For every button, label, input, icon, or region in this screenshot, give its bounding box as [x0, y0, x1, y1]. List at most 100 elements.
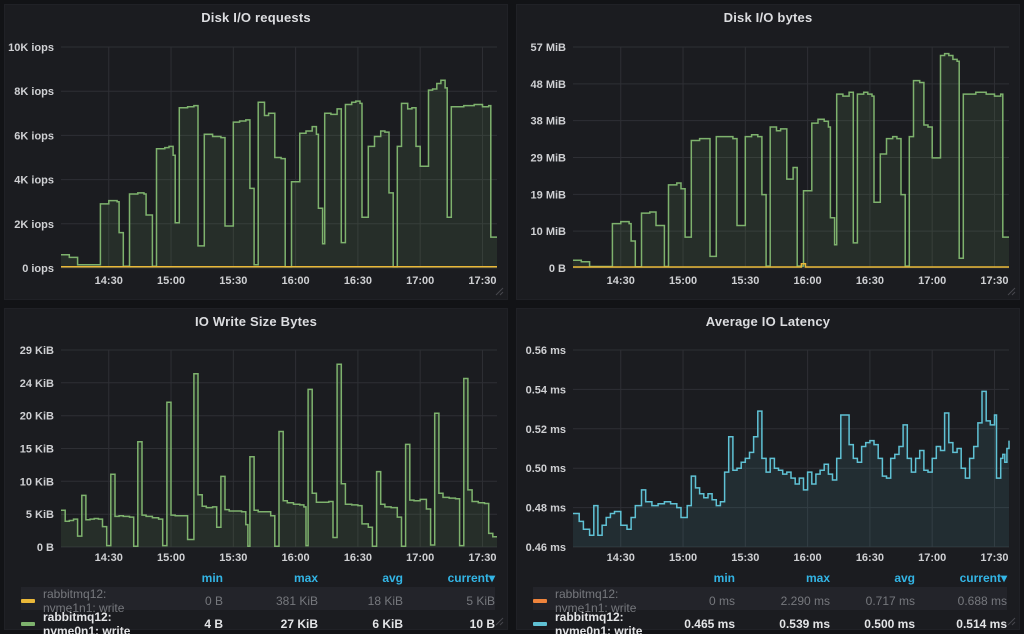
legend-sort-column-max[interactable]: max — [293, 571, 318, 585]
x-axis-tick-label: 16:30 — [344, 552, 372, 564]
legend-series-toggle[interactable]: rabbitmq12: nvme0n1: write — [21, 610, 153, 634]
legend-stat-value: 18 KiB — [367, 594, 403, 608]
y-axis-tick-label: 0.56 ms — [526, 345, 566, 357]
x-axis-tick-label: 17:30 — [980, 275, 1008, 287]
panel-disk-io-requests: Disk I/O requests 0 iops 2K iops 4K iops 6K… — [4, 4, 508, 300]
y-axis-tick-label: 0.54 ms — [526, 384, 566, 396]
legend-series-label: rabbitmq12: nvme1n1: write — [43, 587, 125, 615]
y-axis-tick-label: 29 MiB — [531, 153, 567, 165]
x-axis-tick-label: 15:30 — [731, 552, 759, 564]
y-axis-tick-label: 38 MiB — [531, 116, 567, 128]
x-axis-tick-label: 14:30 — [607, 552, 635, 564]
legend-sort-column-min[interactable]: min — [201, 571, 223, 585]
x-axis-tick-label: 16:00 — [282, 275, 310, 287]
legend-series-toggle[interactable]: rabbitmq12: nvme0n1: write — [533, 610, 665, 634]
legend-header-row: min max avg current▾ — [533, 569, 1007, 587]
x-axis-tick-label: 15:30 — [219, 552, 247, 564]
x-axis-tick-label: 16:30 — [856, 275, 884, 287]
legend-stat-value: 0.539 ms — [779, 617, 830, 631]
panel-resize-handle[interactable] — [1007, 617, 1016, 626]
panel-header[interactable]: Disk I/O requests — [5, 5, 507, 29]
x-axis-tick-label: 15:30 — [731, 275, 759, 287]
y-axis-tick-label: 0.50 ms — [526, 463, 566, 475]
panel-header[interactable]: IO Write Size Bytes — [5, 309, 507, 333]
y-axis-tick-label: 48 MiB — [531, 79, 567, 91]
x-axis-tick-label: 16:30 — [856, 552, 884, 564]
x-axis-tick-label: 15:00 — [157, 552, 185, 564]
legend-stat-value: 0.717 ms — [865, 594, 915, 608]
y-axis-tick-label: 4K iops — [14, 175, 54, 187]
average-io-latency-chart[interactable]: 0.46 ms 0.48 ms 0.50 ms 0.52 ms 0.54 ms 0.56 … — [517, 333, 1021, 567]
x-axis-tick-label: 17:00 — [918, 275, 946, 287]
legend-row[interactable]: rabbitmq12: nvme0n1: write 4 B 27 KiB 6 KiB… — [21, 610, 495, 634]
legend-sort-column-current[interactable]: current▾ — [447, 571, 495, 585]
panel-title[interactable]: Disk I/O requests — [201, 9, 311, 25]
panel-resize-handle[interactable] — [495, 287, 504, 296]
x-axis-tick-label: 16:00 — [282, 552, 310, 564]
y-axis-tick-label: 0 B — [37, 542, 54, 554]
panel-header[interactable]: Disk I/O bytes — [517, 5, 1019, 29]
panel-average-io-latency: Average IO Latency 0.46 ms 0.48 ms 0.50 ms… — [516, 308, 1021, 634]
panel-title[interactable]: IO Write Size Bytes — [194, 313, 318, 329]
y-axis-tick-label: 57 MiB — [531, 42, 567, 54]
panel-header[interactable]: Average IO Latency — [517, 309, 1019, 333]
panel-title[interactable]: Average IO Latency — [705, 313, 831, 329]
x-axis-tick-label: 15:00 — [669, 275, 697, 287]
legend-series-label: rabbitmq12: nvme0n1: write — [43, 610, 131, 634]
legend-stat-value: 0 ms — [708, 594, 735, 608]
legend-sort-column-avg[interactable]: avg — [894, 571, 915, 585]
y-axis-tick-label: 5 KiB — [26, 509, 54, 521]
x-axis-tick-label: 17:00 — [918, 552, 946, 564]
disk-io-bytes-chart[interactable]: 0 B 10 MiB 19 MiB 29 MiB 38 MiB 48 MiB 57 MiB 1… — [517, 29, 1021, 301]
x-axis-tick-label: 17:00 — [406, 552, 434, 564]
y-axis-tick-label: 0.52 ms — [526, 424, 566, 436]
legend-stat-value: 4 B — [204, 617, 223, 631]
legend-series-label: rabbitmq12: nvme0n1: write — [555, 610, 643, 634]
y-axis-tick-label: 8K iops — [14, 86, 54, 98]
legend-row[interactable]: rabbitmq12: nvme1n1: write 0 ms 2.290 ms 0.… — [533, 587, 1007, 615]
legend-stat-value: 6 KiB — [372, 617, 403, 631]
panel-title[interactable]: Disk I/O bytes — [723, 9, 813, 25]
legend-swatch-icon[interactable] — [21, 622, 35, 626]
io-write-size-chart[interactable]: 0 B 5 KiB 10 KiB 15 KiB 20 KiB 24 KiB 29 KiB 14… — [5, 333, 509, 567]
panel-disk-io-bytes: Disk I/O bytes 0 B 10 MiB 19 MiB 29 MiB 38 M… — [516, 4, 1020, 300]
legend-swatch-icon[interactable] — [21, 599, 35, 603]
series-line — [573, 263, 1009, 268]
y-axis-tick-label: 24 KiB — [20, 378, 54, 390]
legend-stat-value: 5 KiB — [466, 594, 495, 608]
legend-stat-value: 10 B — [469, 617, 495, 631]
legend-row[interactable]: rabbitmq12: nvme1n1: write 0 B 381 KiB 18 K… — [21, 587, 495, 615]
y-axis-tick-label: 10 KiB — [20, 476, 54, 488]
y-axis-tick-label: 10K iops — [8, 42, 54, 54]
y-axis-tick-label: 19 MiB — [531, 189, 567, 201]
series-line — [573, 390, 1010, 536]
y-axis-tick-label: 20 KiB — [20, 411, 54, 423]
x-axis-tick-label: 16:00 — [794, 552, 822, 564]
x-axis-tick-label: 16:30 — [344, 275, 372, 287]
legend-stat-value: 0.514 ms — [956, 617, 1007, 631]
legend-stat-value: 381 KiB — [275, 594, 318, 608]
legend-stat-value: 27 KiB — [280, 617, 318, 631]
legend-sort-column-current[interactable]: current▾ — [959, 571, 1007, 585]
y-axis-tick-label: 6K iops — [14, 130, 54, 142]
legend-sort-column-max[interactable]: max — [805, 571, 830, 585]
x-axis-tick-label: 17:00 — [406, 275, 434, 287]
legend-stat-value: 0 B — [204, 594, 223, 608]
panel-resize-handle[interactable] — [495, 617, 504, 626]
legend-series-toggle[interactable]: rabbitmq12: nvme1n1: write — [533, 587, 665, 615]
y-axis-tick-label: 15 KiB — [20, 444, 54, 456]
legend-series-label: rabbitmq12: nvme1n1: write — [555, 587, 637, 615]
x-axis-tick-label: 15:30 — [219, 275, 247, 287]
panel-resize-handle[interactable] — [1007, 287, 1016, 296]
legend-swatch-icon[interactable] — [533, 622, 547, 626]
legend-series-toggle[interactable]: rabbitmq12: nvme1n1: write — [21, 587, 153, 615]
x-axis-tick-label: 14:30 — [95, 552, 123, 564]
legend-sort-column-min[interactable]: min — [713, 571, 735, 585]
legend-stat-value: 0.500 ms — [864, 617, 915, 631]
legend-swatch-icon[interactable] — [533, 599, 547, 603]
legend-row[interactable]: rabbitmq12: nvme0n1: write 0.465 ms 0.539 … — [533, 610, 1007, 634]
legend-sort-column-avg[interactable]: avg — [382, 571, 403, 585]
legend-stat-value: 2.290 ms — [780, 594, 830, 608]
disk-io-requests-chart[interactable]: 0 iops 2K iops 4K iops 6K iops 8K iops 10K io… — [5, 29, 509, 301]
